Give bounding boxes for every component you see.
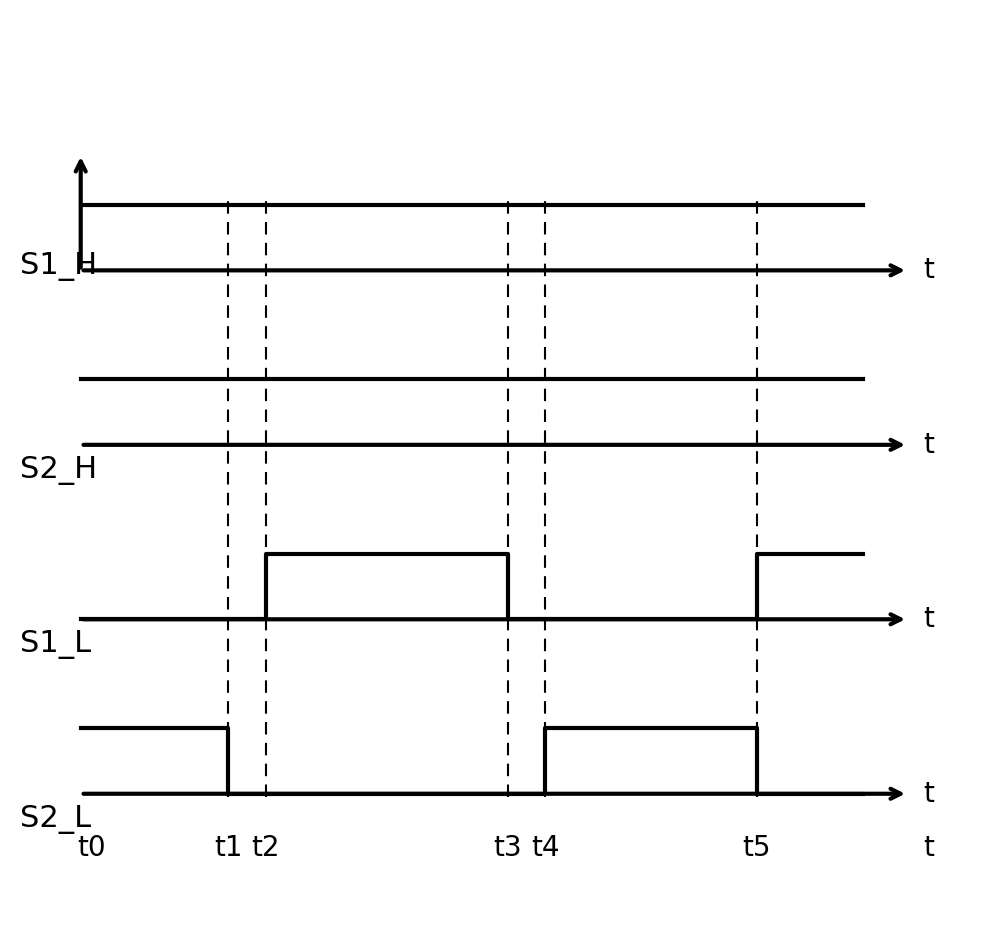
Text: t5: t5 xyxy=(743,833,771,862)
Text: t: t xyxy=(923,780,934,807)
Text: S1_H: S1_H xyxy=(20,252,97,282)
Text: t: t xyxy=(923,257,934,284)
Text: t1: t1 xyxy=(214,833,242,862)
Text: t: t xyxy=(923,606,934,633)
Text: t3: t3 xyxy=(493,833,522,862)
Text: t4: t4 xyxy=(531,833,560,862)
Text: S2_H: S2_H xyxy=(20,456,97,485)
Text: S2_L: S2_L xyxy=(20,805,91,833)
Text: t2: t2 xyxy=(252,833,280,862)
Text: S1_L: S1_L xyxy=(20,631,91,659)
Text: t: t xyxy=(923,833,934,862)
Text: t0: t0 xyxy=(78,833,106,862)
Text: t: t xyxy=(923,431,934,458)
